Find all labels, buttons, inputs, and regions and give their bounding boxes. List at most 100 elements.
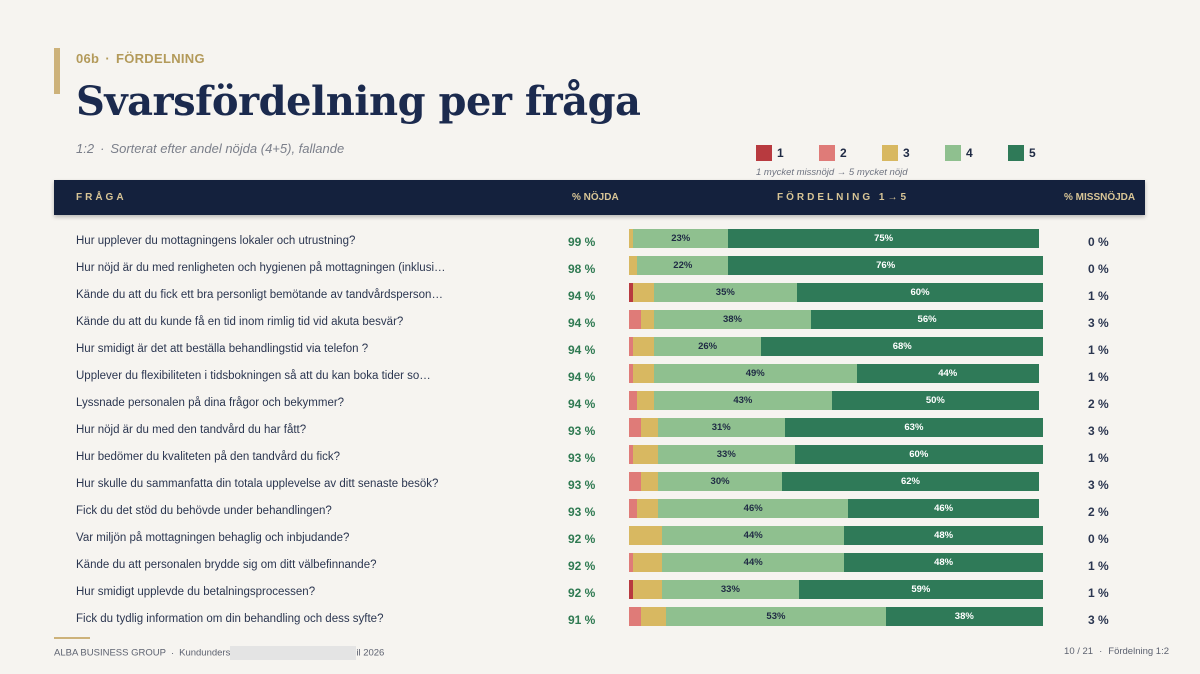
bar-segment-2 [629, 472, 642, 491]
table-row: Hur smidigt är det att beställa behandli… [54, 337, 1145, 364]
question-label: Kände du att du fick ett bra personligt … [76, 289, 443, 301]
question-label: Kände du att du kunde få en tid inom rim… [76, 316, 404, 328]
bar-segment-4: 44% [662, 553, 845, 572]
satisfied-value: 94 % [568, 316, 596, 330]
question-label: Upplever du flexibiliteten i tidsbokning… [76, 370, 431, 382]
bar-segment-4: 22% [637, 256, 729, 275]
stacked-bar: 44% 48% [629, 553, 1043, 572]
satisfied-value: 92 % [568, 532, 596, 546]
bar-segment-4: 46% [657, 499, 849, 518]
legend-item-1: 1 [756, 145, 819, 161]
column-header-distribution: FÖRDELNING 1→5 [777, 192, 910, 203]
satisfied-value: 94 % [568, 370, 596, 384]
question-label: Kände du att personalen brydde sig om di… [76, 559, 377, 571]
dissatisfied-value: 2 % [1088, 397, 1109, 411]
bar-segment-label: 33% [720, 584, 740, 595]
bar-segment-5: 48% [844, 526, 1043, 545]
bar-segment-2 [629, 499, 638, 518]
bar-segment-4: 44% [662, 526, 845, 545]
bar-segment-label: 46% [934, 503, 954, 514]
dissatisfied-value: 0 % [1088, 235, 1109, 249]
footer-page-number: 10 / 21 [1064, 646, 1094, 657]
question-label: Hur bedömer du kvaliteten på den tandvår… [76, 451, 341, 463]
footer-left: ALBA BUSINESS GROUP · Kundunders il 2026 [54, 646, 384, 660]
satisfied-value: 93 % [568, 505, 596, 519]
stacked-bar: 38% 56% [629, 310, 1043, 329]
table-header: FRÅGA % NÖJDA FÖRDELNING 1→5 % MISSNÖJDA [54, 180, 1145, 215]
bar-segment-3 [637, 499, 658, 518]
satisfied-value: 94 % [568, 397, 596, 411]
bar-segment-1 [629, 283, 634, 302]
stacked-bar: 44% 48% [629, 526, 1043, 545]
bar-segment-label: 56% [917, 314, 937, 325]
bar-segment-3 [629, 229, 634, 248]
bar-segment-5: 62% [782, 472, 1039, 491]
legend-swatch-4 [945, 145, 961, 161]
bar-segment-label: 59% [911, 584, 931, 595]
satisfied-value: 98 % [568, 262, 596, 276]
bar-segment-5: 59% [798, 580, 1043, 599]
bar-segment-2 [629, 553, 634, 572]
bar-segment-4: 33% [662, 580, 799, 599]
bar-segment-4: 23% [633, 229, 729, 248]
bar-segment-2 [629, 391, 638, 410]
bar-segment-label: 22% [673, 260, 693, 271]
satisfied-value: 91 % [568, 613, 596, 627]
bar-segment-label: 46% [743, 503, 763, 514]
dissatisfied-value: 1 % [1088, 343, 1109, 357]
bar-segment-label: 44% [743, 530, 763, 541]
bar-segment-label: 38% [722, 314, 742, 325]
bar-segment-label: 60% [910, 287, 930, 298]
stacked-bar: 35% 60% [629, 283, 1043, 302]
bar-segment-label: 68% [892, 341, 912, 352]
bar-segment-label: 23% [671, 233, 691, 244]
page-title: Svarsfördelning per fråga [76, 78, 641, 125]
section-kicker: 06b · FÖRDELNING [76, 51, 205, 66]
question-label: Hur smidigt upplevde du betalningsproces… [76, 586, 316, 598]
stacked-bar: 49% 44% [629, 364, 1043, 383]
bar-segment-label: 31% [711, 422, 731, 433]
footer-section: Fördelning 1:2 [1108, 646, 1169, 657]
stacked-bar: 31% 63% [629, 418, 1044, 437]
bar-segment-5: 48% [844, 553, 1043, 572]
legend-swatch-1 [756, 145, 772, 161]
bar-segment-2 [629, 364, 634, 383]
stacked-bar: 33% 60% [629, 445, 1043, 464]
bar-segment-2 [629, 445, 634, 464]
bar-segment-2 [629, 337, 634, 356]
bar-segment-4: 49% [653, 364, 857, 383]
bar-segment-label: 43% [733, 395, 753, 406]
bar-segment-5: 60% [797, 283, 1043, 302]
table-row: Kände du att du kunde få en tid inom rim… [54, 310, 1145, 337]
legend-label-4: 4 [966, 146, 973, 160]
table-row: Kände du att du fick ett bra personligt … [54, 283, 1145, 310]
bar-segment-5: 63% [784, 418, 1044, 437]
bar-segment-label: 26% [698, 341, 718, 352]
bar-segment-3 [633, 364, 654, 383]
stacked-bar: 53% 38% [629, 607, 1043, 626]
bar-segment-label: 76% [876, 260, 896, 271]
dissatisfied-value: 3 % [1088, 613, 1109, 627]
bar-segment-5: 75% [728, 229, 1039, 248]
table-row: Hur skulle du sammanfatta din totala upp… [54, 472, 1145, 499]
legend-label-3: 3 [903, 146, 910, 160]
table-row: Hur nöjd är du med renligheten och hygie… [54, 256, 1145, 283]
bar-segment-label: 35% [715, 287, 735, 298]
table-row: Hur bedömer du kvaliteten på den tandvår… [54, 445, 1145, 472]
satisfied-value: 92 % [568, 559, 596, 573]
satisfied-value: 94 % [568, 343, 596, 357]
legend-label-5: 5 [1029, 146, 1036, 160]
bar-segment-label: 33% [716, 449, 736, 460]
stacked-bar: 23% 75% [629, 229, 1043, 248]
legend: 1 2 3 4 5 [756, 145, 1071, 161]
dissatisfied-value: 1 % [1088, 451, 1109, 465]
section-code: 06b [76, 51, 100, 66]
bar-segment-5: 68% [761, 337, 1043, 356]
dissatisfied-value: 1 % [1088, 289, 1109, 303]
bar-segment-label: 30% [710, 476, 730, 487]
bar-segment-2 [629, 607, 642, 626]
subtitle-separator: · [100, 141, 105, 156]
bar-segment-label: 48% [934, 557, 954, 568]
accent-bar [54, 48, 60, 94]
legend-swatch-2 [819, 145, 835, 161]
